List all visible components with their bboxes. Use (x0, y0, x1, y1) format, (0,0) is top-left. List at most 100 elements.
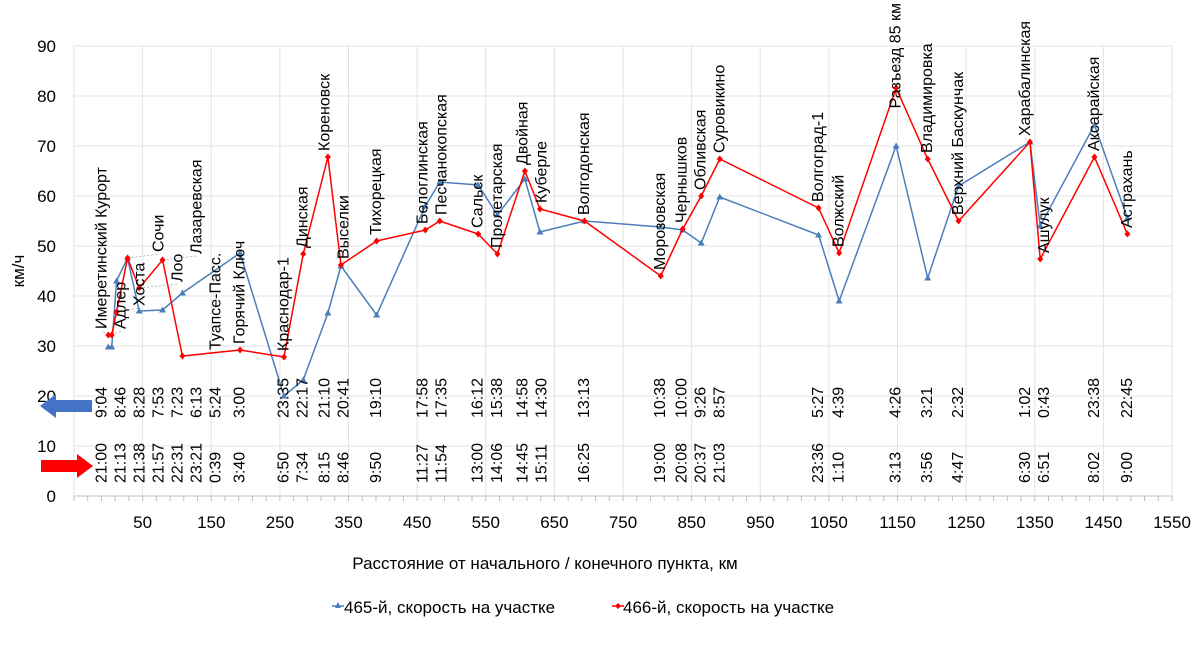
station-label: Владимировка (919, 43, 936, 153)
time-label-465: 21:10 (316, 378, 333, 418)
station-label: Лазаревская (188, 160, 205, 254)
legend-label-465: 465-й, скорость на участке (344, 598, 555, 617)
time-label-465: 8:57 (712, 387, 729, 418)
station-label: Разъезд 85 км (888, 3, 905, 108)
legend-label-466: 466-й, скорость на участке (623, 598, 834, 617)
station-label: Куберле (533, 141, 550, 203)
data-point-466 (108, 331, 115, 339)
x-tick-label: 1350 (1016, 513, 1054, 532)
station-label: Двойная (514, 102, 531, 165)
time-label-466: 13:00 (470, 443, 487, 483)
station-label: Песчанокопская (434, 94, 451, 215)
station-label: Туапсе-Пасс. (207, 253, 224, 350)
data-point-465 (815, 231, 823, 238)
time-label-465: 5:24 (207, 387, 224, 418)
data-point-465 (113, 277, 121, 284)
x-tick-label: 350 (334, 513, 362, 532)
data-point-466 (657, 272, 664, 280)
station-labels: Имеретинский Курорт Адлер ХостаСочиЛооЛаза… (94, 3, 1136, 351)
x-axis-ticks: 50 150 250 350 450 550 650 750 850 950 1050 1150 125… (133, 513, 1191, 532)
leader-line (127, 253, 160, 259)
time-label-465: 5:27 (810, 387, 827, 418)
leader-line (139, 283, 179, 289)
time-label-465: 9:26 (693, 387, 710, 418)
data-point-466 (300, 250, 307, 258)
data-point-466 (521, 167, 528, 175)
time-label-466: 1:10 (831, 452, 848, 483)
x-tick-label: 50 (133, 513, 152, 532)
data-point-466 (536, 205, 543, 213)
data-point-465 (474, 181, 482, 188)
time-label-465: 14:58 (514, 378, 531, 418)
time-label-465: 6:13 (188, 387, 205, 418)
data-point-466 (1026, 138, 1033, 146)
data-point-465 (521, 175, 529, 182)
time-label-466: 11:27 (415, 444, 432, 483)
x-tick-label: 1450 (1084, 513, 1122, 532)
gridlines (73, 45, 1173, 501)
data-point-466 (324, 153, 331, 161)
data-point-465 (955, 182, 963, 189)
time-label-466: 21:57 (150, 443, 167, 483)
station-label: Аксарайская (1086, 57, 1103, 151)
station-label: Белоглинская (415, 121, 432, 224)
data-point-466 (337, 261, 344, 269)
time-label-465: 17:58 (415, 378, 432, 418)
data-point-466 (373, 237, 380, 245)
x-tick-label: 1050 (810, 513, 848, 532)
x-tick-label: 650 (540, 513, 568, 532)
data-point-466 (716, 155, 723, 163)
station-label: Обливская (693, 110, 710, 190)
time-label-465: 15:38 (489, 378, 506, 418)
time-label-466: 6:30 (1017, 452, 1034, 483)
triangle-marker-icon (335, 602, 341, 608)
time-label-466: 21:03 (712, 443, 729, 483)
data-point-465 (324, 309, 332, 316)
x-axis-title: Расстояние от начального / конечного пун… (352, 554, 737, 573)
legend-item-466: 466-й, скорость на участке (612, 598, 834, 617)
station-label: Сочи (150, 215, 167, 252)
time-label-466: 21:13 (112, 443, 129, 483)
data-point-466 (113, 308, 120, 316)
y-tick-label: 70 (37, 137, 56, 156)
station-label: Кореновск (316, 73, 333, 151)
station-label: Волгоград-1 (810, 112, 827, 202)
time-label-466: 16:25 (576, 443, 593, 483)
y-tick-label: 60 (37, 187, 56, 206)
time-label-465: 3:00 (232, 387, 249, 418)
data-point-465 (159, 306, 167, 313)
y-tick-label: 0 (47, 487, 56, 506)
y-tick-label: 90 (37, 37, 56, 56)
time-label-465: 20:41 (335, 378, 352, 418)
time-label-466: 8:15 (316, 452, 333, 483)
data-point-465 (536, 228, 544, 235)
time-label-465: 3:21 (919, 387, 936, 418)
arrow-left-icon (40, 394, 92, 418)
data-point-465 (892, 142, 900, 149)
y-tick-label: 40 (37, 287, 56, 306)
x-tick-label: 450 (403, 513, 431, 532)
x-tick-label: 150 (197, 513, 225, 532)
station-label: Адлер (112, 282, 129, 329)
time-label-466: 15:11 (533, 444, 550, 483)
time-label-466: 14:45 (514, 443, 531, 483)
data-point-466 (679, 225, 686, 233)
station-label: Динская (295, 186, 312, 248)
station-label: Морозовская (652, 173, 669, 270)
time-label-465: 22:17 (295, 378, 312, 418)
time-label-466: 20:37 (693, 443, 710, 483)
time-label-466: 8:46 (335, 452, 352, 483)
time-label-466: 7:34 (295, 452, 312, 483)
data-point-465 (236, 249, 244, 256)
time-label-466: 9:00 (1119, 452, 1136, 483)
station-label: Хоста (131, 262, 148, 306)
station-label: Астрахань (1119, 150, 1136, 228)
station-label: Краснодар-1 (275, 257, 292, 351)
time-label-465: 8:46 (112, 387, 129, 418)
time-label-466: 23:21 (188, 443, 205, 483)
y-axis-title: км/ч (9, 255, 28, 288)
time-labels: 9:04 8:46 8:28 7:53 7:23 6:13 5:24 3:00 23:35 22:… (94, 378, 1136, 483)
data-point-465 (135, 307, 143, 314)
data-point-465 (924, 274, 932, 281)
